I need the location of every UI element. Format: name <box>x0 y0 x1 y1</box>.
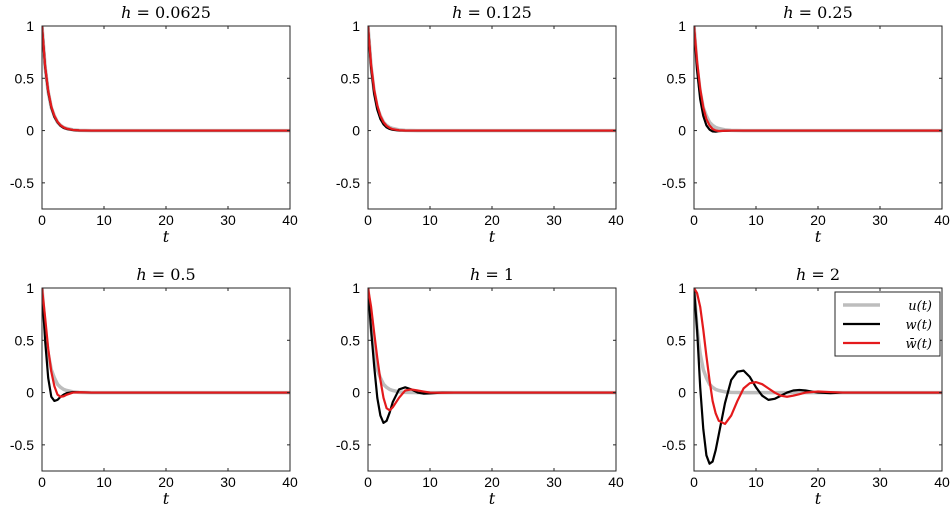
subplot-title: h = 0.5 <box>136 265 195 284</box>
subplot-3: 0 10 20 30 40 1 0.5 0 -0.5 h = 0.25 t <box>662 3 950 246</box>
x-tick-label: 10 <box>748 474 764 490</box>
subplot-title: h = 0.0625 <box>121 3 211 22</box>
y-tick-label: 0.5 <box>341 70 361 86</box>
series-line-w-bar <box>368 288 616 412</box>
x-tick-label: 30 <box>220 474 236 490</box>
y-tick-label: -0.5 <box>662 437 686 453</box>
x-tick-label: 10 <box>422 212 438 228</box>
series-line-u <box>368 26 616 133</box>
x-tick-label: 40 <box>608 474 624 490</box>
series-line-w-bar <box>368 26 616 132</box>
axes-box <box>367 287 617 472</box>
subplot-5: 0 10 20 30 40 1 0.5 0 -0.5 h = 1 t <box>336 265 624 508</box>
y-tick-label: 1 <box>26 18 34 34</box>
y-tick-label: 0 <box>26 385 34 401</box>
x-tick-label: 40 <box>608 212 624 228</box>
subplot-title: h = 0.125 <box>452 3 532 22</box>
y-tick-label: -0.5 <box>336 437 360 453</box>
x-tick-label: 0 <box>690 212 698 228</box>
x-axis-label: t <box>489 227 496 246</box>
series-line-w <box>694 26 942 133</box>
x-axis-label: t <box>489 489 496 508</box>
x-tick-label: 30 <box>546 474 562 490</box>
axes-box <box>41 25 291 210</box>
y-tick-label: 0.5 <box>15 70 35 86</box>
x-tick-label: 40 <box>934 474 950 490</box>
axes-box <box>367 25 617 210</box>
series-line-w-bar <box>42 288 290 398</box>
series-line-w <box>368 288 616 424</box>
axes-box <box>693 25 943 210</box>
y-tick-label: 0 <box>352 123 360 139</box>
x-tick-label: 20 <box>810 474 826 490</box>
y-tick-label: 1 <box>26 280 34 296</box>
y-tick-label: -0.5 <box>662 175 686 191</box>
series-line-w-bar <box>694 288 942 426</box>
series-line-u <box>42 288 290 395</box>
x-tick-label: 30 <box>872 212 888 228</box>
y-tick-label: 0.5 <box>15 332 35 348</box>
series-line-u <box>368 288 616 395</box>
y-tick-label: 1 <box>678 18 686 34</box>
series-line-w-bar <box>42 26 290 132</box>
legend: u(t) w(t) w̄(t) <box>834 291 941 357</box>
x-axis-label: t <box>163 489 170 508</box>
y-tick-label: 0.5 <box>667 70 687 86</box>
subplot-6: 0 10 20 30 40 1 0.5 0 -0.5 h = 2 t u(t) w(t) w̄(t) <box>662 265 950 508</box>
series-line-u <box>694 26 942 133</box>
axes-box <box>41 287 291 472</box>
x-tick-label: 10 <box>422 474 438 490</box>
series-line-w-bar <box>694 26 942 133</box>
subplot-title: h = 0.25 <box>783 3 853 22</box>
series-line-u <box>42 26 290 133</box>
series-line-w <box>42 288 290 403</box>
x-tick-label: 10 <box>748 212 764 228</box>
x-tick-label: 0 <box>38 474 46 490</box>
y-tick-label: 1 <box>352 280 360 296</box>
y-tick-label: 0 <box>352 385 360 401</box>
legend-label: w(t) <box>906 318 933 333</box>
x-axis-label: t <box>815 489 822 508</box>
x-tick-label: 40 <box>934 212 950 228</box>
subplot-title: h = 2 <box>796 265 840 284</box>
y-tick-label: 0 <box>26 123 34 139</box>
y-tick-label: -0.5 <box>10 175 34 191</box>
y-tick-label: 0.5 <box>667 332 687 348</box>
x-tick-label: 10 <box>96 474 112 490</box>
x-axis-label: t <box>163 227 170 246</box>
y-tick-label: 0 <box>678 385 686 401</box>
x-tick-label: 20 <box>484 212 500 228</box>
subplot-1: 0 10 20 30 40 1 0.5 0 -0.5 h = 0.0625 t <box>10 3 298 246</box>
x-tick-label: 20 <box>158 212 174 228</box>
x-tick-label: 0 <box>38 212 46 228</box>
x-tick-label: 40 <box>282 212 298 228</box>
subplot-title: h = 1 <box>470 265 514 284</box>
y-tick-label: 1 <box>678 280 686 296</box>
x-tick-label: 30 <box>872 474 888 490</box>
x-tick-label: 0 <box>364 212 372 228</box>
y-tick-label: 1 <box>352 18 360 34</box>
x-tick-label: 40 <box>282 474 298 490</box>
x-tick-label: 20 <box>810 212 826 228</box>
legend-label: w̄(t) <box>906 337 933 352</box>
x-tick-label: 20 <box>158 474 174 490</box>
y-tick-label: 0 <box>678 123 686 139</box>
x-tick-label: 30 <box>546 212 562 228</box>
x-tick-label: 20 <box>484 474 500 490</box>
series-line-w <box>42 26 290 132</box>
x-tick-label: 10 <box>96 212 112 228</box>
y-tick-label: -0.5 <box>10 437 34 453</box>
x-tick-label: 0 <box>364 474 372 490</box>
subplot-2: 0 10 20 30 40 1 0.5 0 -0.5 h = 0.125 t <box>336 3 624 246</box>
y-tick-label: -0.5 <box>336 175 360 191</box>
y-tick-label: 0.5 <box>341 332 361 348</box>
series-line-w <box>368 26 616 132</box>
x-tick-label: 0 <box>690 474 698 490</box>
x-axis-label: t <box>815 227 822 246</box>
legend-label: u(t) <box>908 299 932 314</box>
x-tick-label: 30 <box>220 212 236 228</box>
subplot-4: 0 10 20 30 40 1 0.5 0 -0.5 h = 0.5 t <box>10 265 298 508</box>
